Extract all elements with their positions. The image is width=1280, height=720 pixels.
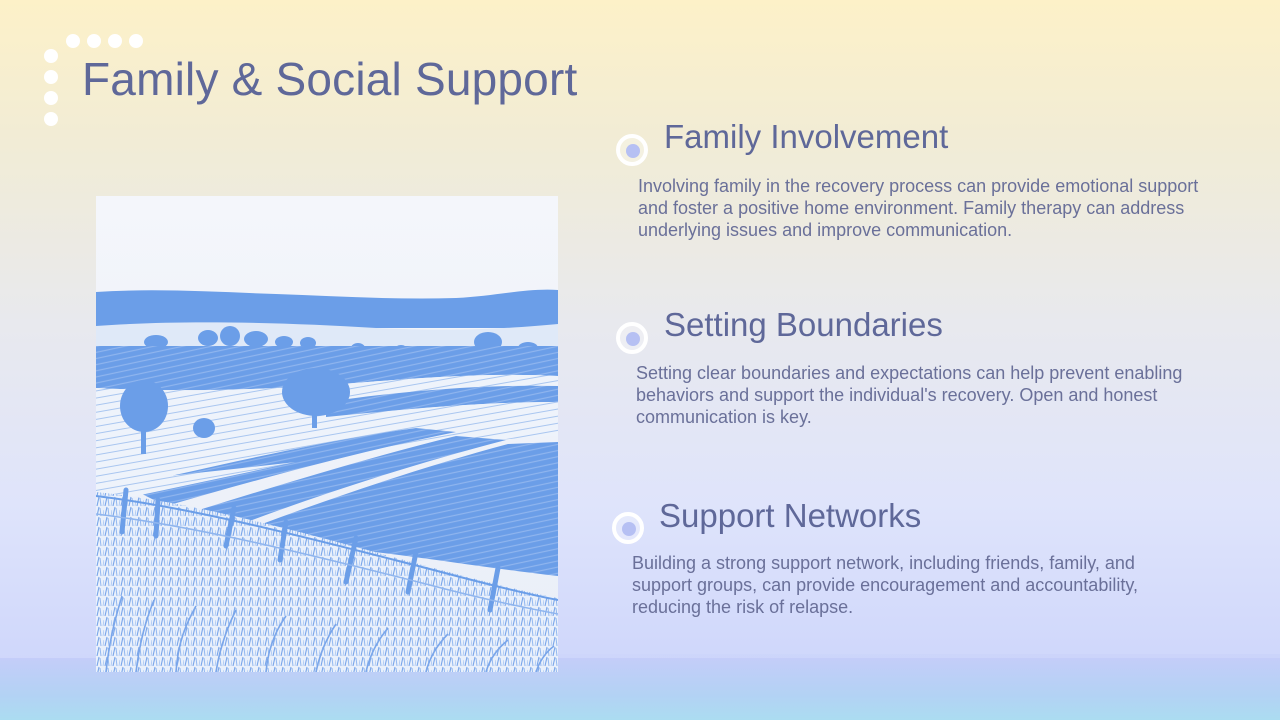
decorative-dots — [44, 34, 154, 134]
bullet-circle-icon — [612, 512, 644, 544]
section-heading: Family Involvement — [664, 118, 949, 155]
dot — [44, 91, 58, 105]
landscape-painting-icon — [96, 196, 558, 672]
bullet-circle-icon — [616, 322, 648, 354]
section-body: Involving family in the recovery process… — [638, 176, 1199, 240]
dot — [44, 49, 58, 63]
section-heading: Support Networks — [659, 497, 922, 534]
slide-title: Family & Social Support — [82, 53, 578, 105]
landscape-painting — [96, 196, 558, 672]
dot — [87, 34, 101, 48]
section-body: Setting clear boundaries and expectation… — [636, 363, 1183, 427]
dot — [44, 70, 58, 84]
dot — [44, 112, 58, 126]
dot — [108, 34, 122, 48]
section-body: Building a strong support network, inclu… — [632, 553, 1138, 617]
bullet-circle-icon — [616, 134, 648, 166]
dot — [129, 34, 143, 48]
dot — [66, 34, 80, 48]
section-heading: Setting Boundaries — [664, 306, 943, 343]
